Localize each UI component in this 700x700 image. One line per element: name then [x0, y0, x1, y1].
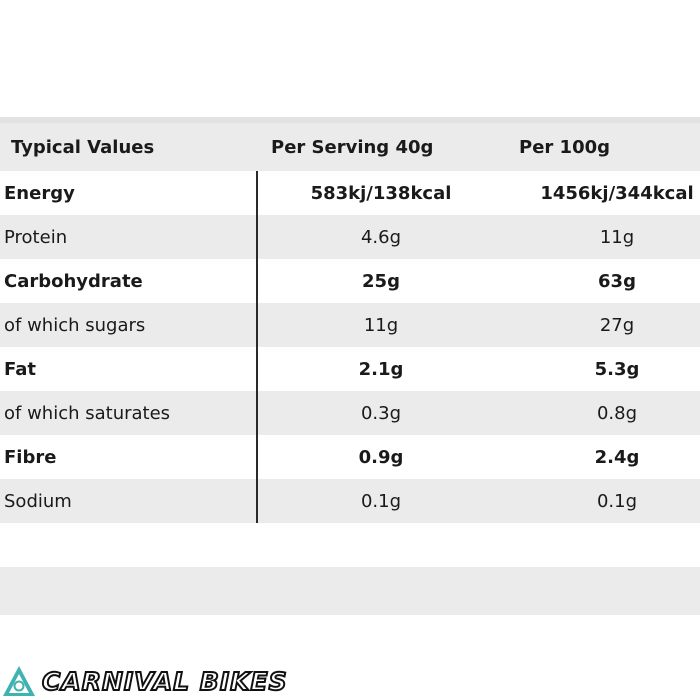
table-row-energy: Energy 583kj/138kcal 1456kj/344kcal — [0, 171, 700, 215]
table-row-carbohydrate: Carbohydrate 25g 63g — [0, 259, 700, 303]
table-row-sugars: of which sugars 11g 27g — [0, 303, 700, 347]
header-per-serving: Per Serving 40g — [271, 136, 434, 158]
row-per-serving-value: 0.3g — [360, 402, 402, 424]
header-typical-values: Typical Values — [11, 136, 155, 158]
row-label: Energy — [4, 182, 75, 204]
table-footer-band — [0, 567, 700, 615]
row-per-100g-value: 2.4g — [594, 446, 640, 468]
table-spacer-row — [0, 523, 700, 567]
row-label: Fibre — [4, 446, 57, 468]
brand-logo-text: CARNIVAL BIKES — [41, 666, 288, 697]
row-per-serving-value: 0.1g — [360, 490, 402, 512]
table-row-protein: Protein 4.6g 11g — [0, 215, 700, 259]
header-per-100g: Per 100g — [519, 136, 611, 158]
row-per-100g-value: 11g — [599, 226, 635, 248]
table-row-saturates: of which saturates 0.3g 0.8g — [0, 391, 700, 435]
row-per-serving-value: 25g — [362, 270, 400, 292]
row-label: of which saturates — [4, 402, 171, 424]
row-label: Fat — [4, 358, 36, 380]
table-top-border — [0, 117, 700, 123]
row-per-100g-value: 0.8g — [596, 402, 638, 424]
row-label: of which sugars — [4, 314, 146, 336]
row-per-100g-value: 5.3g — [594, 358, 640, 380]
row-per-100g-value: 63g — [598, 270, 636, 292]
row-per-100g-value: 0.1g — [596, 490, 638, 512]
brand-logo: CARNIVAL BIKES — [2, 664, 288, 698]
row-per-serving-value: 11g — [363, 314, 399, 336]
row-per-serving-value: 2.1g — [358, 358, 404, 380]
row-label: Protein — [4, 226, 68, 248]
carnival-bikes-logo-icon — [3, 666, 35, 696]
table-header-row: Typical Values Per Serving 40g Per 100g — [0, 123, 700, 171]
table-row-sodium: Sodium 0.1g 0.1g — [0, 479, 700, 523]
row-per-100g-value: 27g — [599, 314, 635, 336]
row-label: Carbohydrate — [4, 270, 143, 292]
row-label: Sodium — [4, 490, 72, 512]
row-per-serving-value: 4.6g — [360, 226, 402, 248]
row-per-serving-value: 583kj/138kcal — [310, 182, 452, 204]
row-per-serving-value: 0.9g — [358, 446, 404, 468]
nutrition-table: Typical Values Per Serving 40g Per 100g … — [0, 117, 700, 615]
table-row-fat: Fat 2.1g 5.3g — [0, 347, 700, 391]
column-divider — [256, 171, 258, 523]
table-row-fibre: Fibre 0.9g 2.4g — [0, 435, 700, 479]
row-per-100g-value: 1456kj/344kcal — [540, 182, 694, 204]
